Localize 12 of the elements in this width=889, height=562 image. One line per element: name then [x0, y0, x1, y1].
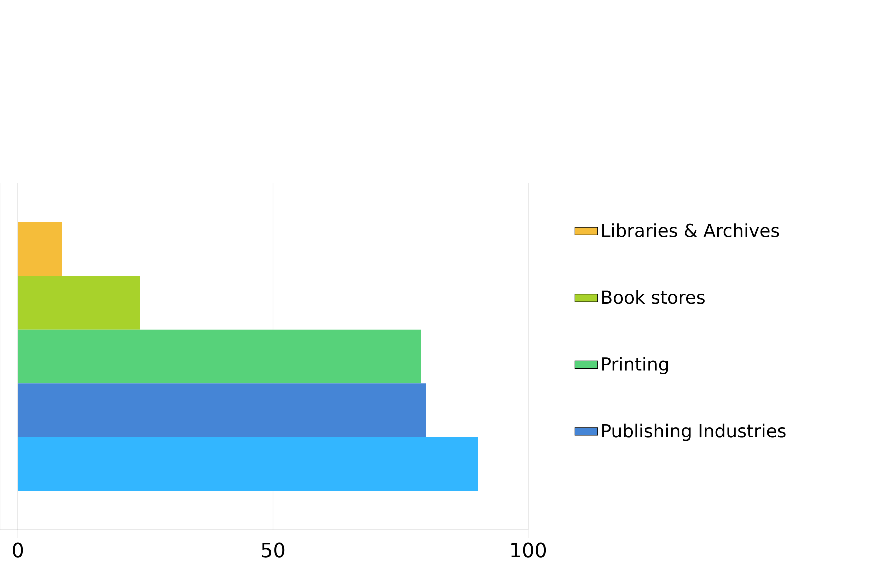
bar	[18, 384, 426, 438]
bar	[18, 222, 62, 276]
x-tick-label: 100	[512, 542, 546, 558]
legend-label: Libraries & Archives	[602, 223, 780, 238]
legend-label: Publishing Industries	[602, 424, 786, 442]
x-tick-label: 50	[262, 542, 285, 558]
x-tick-label: 0	[13, 542, 24, 558]
legend-label: Book stores	[602, 290, 705, 304]
bar	[18, 437, 478, 492]
bar	[18, 330, 422, 384]
legend-label: Printing	[602, 357, 668, 374]
bar	[18, 276, 140, 330]
